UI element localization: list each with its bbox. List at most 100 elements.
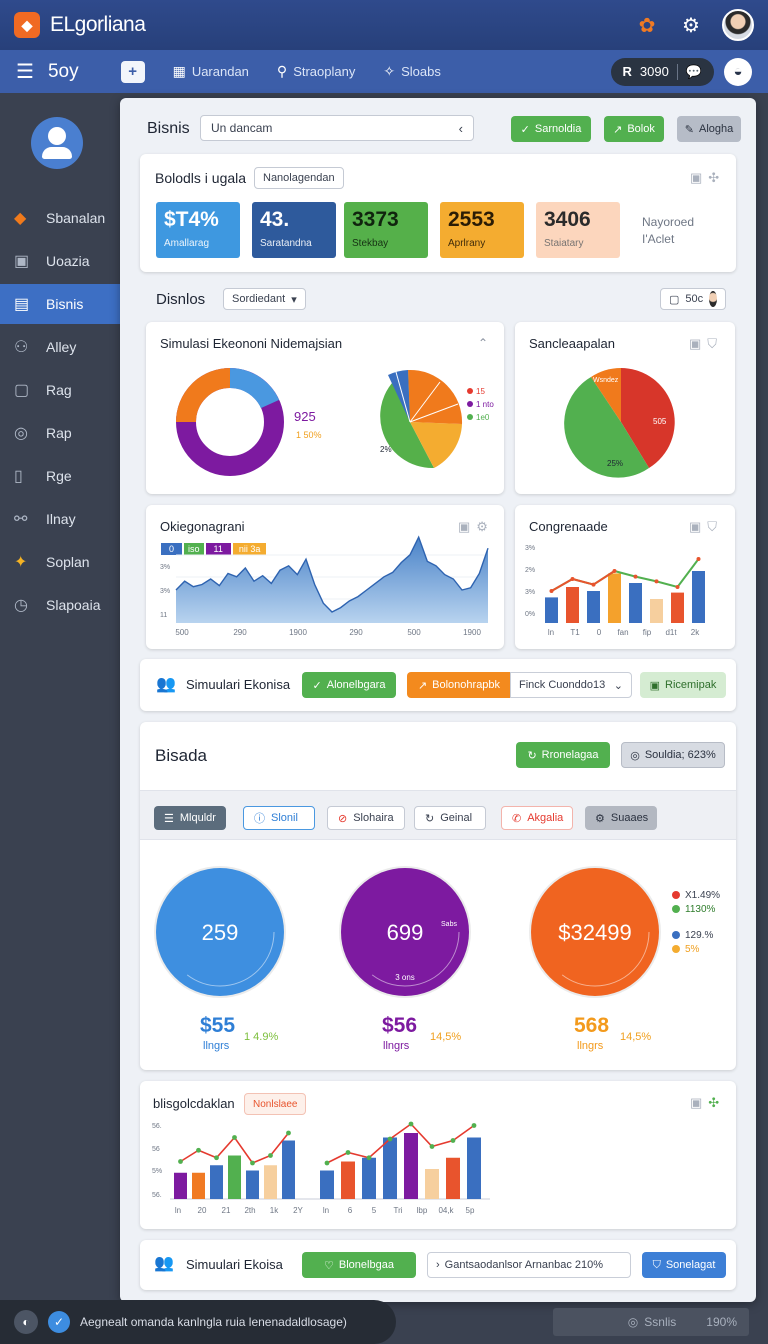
bar[interactable] bbox=[608, 573, 621, 623]
area-svg: 3% 3% 11 500 290 1900 290 500 1900 bbox=[160, 535, 489, 637]
profile-avatar-icon[interactable] bbox=[31, 117, 83, 169]
tab-mlquldr[interactable]: ☰ Mlquldr bbox=[154, 806, 226, 830]
bar[interactable] bbox=[404, 1133, 418, 1199]
tab-slonil[interactable]: ⓘ Slonil bbox=[243, 806, 315, 830]
bar[interactable] bbox=[320, 1170, 334, 1200]
search-input[interactable]: Un dancam ‹ bbox=[200, 115, 474, 141]
blonelbgaa-button[interactable]: ♡ Blonelbgaa bbox=[302, 1252, 416, 1278]
area-legend-item[interactable]: nii 3a bbox=[232, 543, 267, 555]
sidebar-item-rag[interactable]: ▢ Rag bbox=[0, 370, 120, 410]
kpi-circle[interactable]: 259 bbox=[154, 866, 286, 998]
nav-link-1[interactable]: ▦ Uarandan bbox=[173, 63, 249, 80]
collapse-icon[interactable]: ⌃ bbox=[478, 336, 489, 350]
stat-label: Saratandna bbox=[260, 238, 312, 249]
finck-select[interactable]: Finck Cuonddo13 ⌄ bbox=[510, 672, 632, 698]
area-legend-item[interactable]: 0 bbox=[161, 543, 183, 555]
sidebar-item-soplan[interactable]: ✦ Soplan bbox=[0, 542, 120, 582]
dashboard-chip-right[interactable]: ▢ 50c bbox=[660, 288, 726, 310]
copy-icon[interactable]: ▣ bbox=[689, 519, 702, 534]
user-avatar[interactable] bbox=[722, 9, 754, 41]
bisada-card: Bisada ↻ Rronelagaa ◎ Souldia; 623% 259 699… bbox=[140, 722, 736, 1070]
ricemipak-button[interactable]: ▣ Ricemipak bbox=[640, 672, 726, 698]
sidebar-item-bisnis[interactable]: ▤ Bisnis bbox=[0, 284, 120, 324]
bar[interactable] bbox=[446, 1157, 460, 1199]
stat-1[interactable]: $T4% Amallarag bbox=[156, 202, 240, 258]
stat-3[interactable]: 3373 Stekbay bbox=[344, 202, 428, 258]
copy-icon[interactable]: ▣ bbox=[690, 1095, 703, 1110]
gantsa-field[interactable]: › Gantsaodanlsor Arnanbac 210% bbox=[427, 1252, 631, 1278]
bar[interactable] bbox=[545, 597, 558, 623]
shield-icon[interactable]: ⛉ bbox=[707, 336, 718, 351]
bar[interactable] bbox=[692, 571, 705, 623]
alogha-button[interactable]: ✎ Alogha bbox=[677, 116, 741, 142]
pin-icon[interactable]: ✣ bbox=[708, 170, 720, 185]
sidebar-item-sbanalan[interactable]: ◆ Sbanalan bbox=[0, 198, 120, 238]
bolok-button[interactable]: ↗ Bolok bbox=[604, 116, 664, 142]
add-button[interactable]: + bbox=[120, 60, 145, 83]
sidebar-item-slapoaia[interactable]: ◷ Slapoaia bbox=[0, 585, 120, 625]
bar[interactable] bbox=[650, 599, 663, 623]
bolonohrapbk-button[interactable]: ↗ Bolonohrapbk bbox=[407, 672, 511, 698]
bar[interactable] bbox=[192, 1172, 205, 1199]
bar[interactable] bbox=[210, 1165, 223, 1199]
area-legend: 0 iso 11 nii 3a bbox=[161, 543, 267, 555]
bottom-chart-chip[interactable]: Nonlslaee bbox=[244, 1093, 307, 1115]
bar[interactable] bbox=[671, 592, 684, 623]
bar[interactable] bbox=[467, 1137, 481, 1200]
bar[interactable] bbox=[566, 587, 579, 623]
kpi-chip[interactable]: Nanolagendan bbox=[254, 167, 344, 189]
kpi-circle[interactable]: 699 3 ons Sabs bbox=[339, 866, 471, 998]
bar[interactable] bbox=[264, 1165, 277, 1199]
pin-icon[interactable]: ✣ bbox=[708, 1095, 720, 1110]
nav-link-3[interactable]: ✧ Sloabs bbox=[383, 63, 440, 80]
bar[interactable] bbox=[228, 1155, 241, 1200]
bar[interactable] bbox=[425, 1169, 439, 1199]
legend-label: X1.49% bbox=[685, 890, 720, 901]
sidebar-item-rap[interactable]: ◎ Rap bbox=[0, 413, 120, 453]
hamburger-icon[interactable]: ☰ bbox=[16, 61, 34, 83]
tab-geinal[interactable]: ↻ Geinal bbox=[414, 806, 486, 830]
nav-brand: 5oy bbox=[47, 60, 79, 82]
kpi-circle[interactable]: $32499 bbox=[529, 866, 661, 998]
copy-icon[interactable]: ▣ bbox=[690, 170, 703, 185]
bar[interactable] bbox=[174, 1172, 187, 1199]
bar[interactable] bbox=[246, 1170, 259, 1200]
bar[interactable] bbox=[341, 1161, 355, 1200]
sidebar-item-uoazia[interactable]: ▣ Uoazia bbox=[0, 241, 120, 281]
sidebar-item-rge[interactable]: ▯ Rge bbox=[0, 456, 120, 496]
tab-slohaira[interactable]: ⊘ Slohaira bbox=[327, 806, 405, 830]
line-point bbox=[408, 1121, 414, 1127]
area-legend-item[interactable]: 11 bbox=[205, 543, 231, 555]
gear-icon[interactable]: ⚙ bbox=[476, 519, 488, 534]
gear-icon[interactable]: ⚙ bbox=[682, 14, 700, 37]
stat-5[interactable]: 3406 Staiatary bbox=[536, 202, 620, 258]
nav-link-2[interactable]: ⚲ Straoplany bbox=[277, 63, 355, 80]
toast-notification[interactable]: ◐ ✓ Aegnealt omanda kanlngla ruia lenena… bbox=[0, 1300, 396, 1344]
alonelbgara-button[interactable]: ✓ Alonelbgara bbox=[302, 672, 396, 698]
button-label: Rronelagaa bbox=[541, 749, 599, 761]
tab-suaaes[interactable]: ⚙ Suaaes bbox=[585, 806, 657, 830]
bar[interactable] bbox=[629, 583, 642, 623]
rronelagaa-button[interactable]: ↻ Rronelagaa bbox=[516, 742, 610, 768]
souldia-button[interactable]: ◎ Souldia; 623% bbox=[621, 742, 725, 768]
stat-4[interactable]: 2553 Aprlrany bbox=[440, 202, 524, 258]
counter-pill[interactable]: R 3090 💬 bbox=[610, 57, 714, 86]
sort-select[interactable]: Sordiedant ▾ bbox=[223, 288, 306, 310]
power-icon[interactable]: ◒ bbox=[724, 57, 752, 86]
mascot-icon[interactable]: ✿ bbox=[638, 14, 656, 37]
stat-2[interactable]: 43. Saratandna bbox=[252, 202, 336, 258]
shield-icon[interactable]: ⛉ bbox=[707, 519, 718, 534]
copy-icon[interactable]: ▣ bbox=[458, 519, 471, 534]
sarnoldia-button[interactable]: ✓ Sarnoldia bbox=[511, 116, 591, 142]
bar[interactable] bbox=[383, 1137, 397, 1200]
line-point bbox=[345, 1150, 351, 1155]
sidebar-item-ilnay[interactable]: ⚯ Ilnay bbox=[0, 499, 120, 539]
sidebar-item-alley[interactable]: ⚇ Alley bbox=[0, 327, 120, 367]
bar[interactable] bbox=[587, 591, 600, 623]
sonelagat-button[interactable]: ⛉ Sonelagat bbox=[642, 1252, 726, 1278]
tab-akgalia[interactable]: ✆ Akgalia bbox=[501, 806, 573, 830]
bar[interactable] bbox=[362, 1157, 376, 1199]
bar[interactable] bbox=[282, 1140, 295, 1200]
area-legend-item[interactable]: iso bbox=[184, 543, 204, 555]
copy-icon[interactable]: ▣ bbox=[689, 336, 702, 351]
